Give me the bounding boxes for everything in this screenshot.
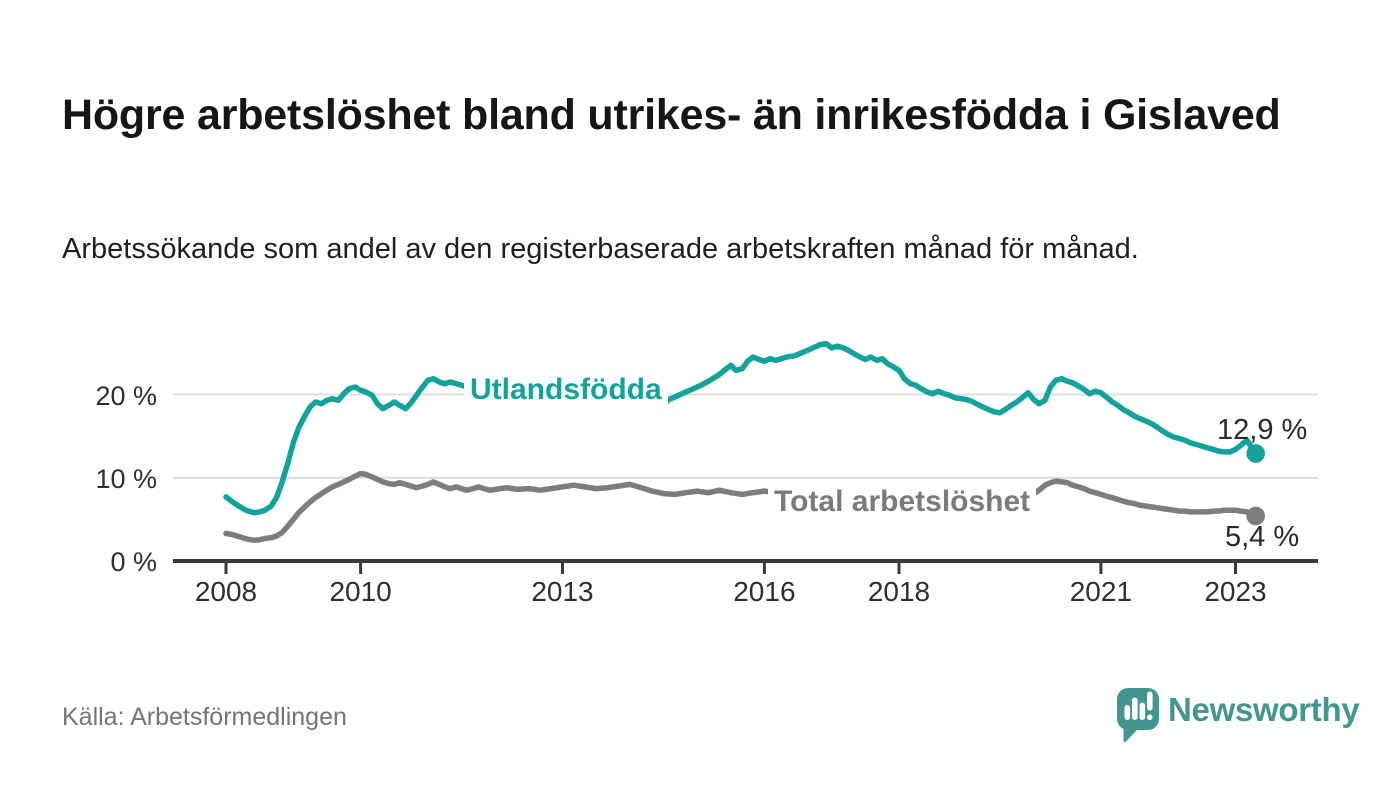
series-line-utlandsfodda [223,340,1259,516]
chart-title: Högre arbetslöshet bland utrikes- än inr… [62,90,1281,139]
y-tick-label: 0 % [110,547,157,577]
series-label-utlandsfodda: Utlandsfödda [464,372,668,408]
x-tick-label: 2018 [867,576,931,607]
chart-subtitle: Arbetssökande som andel av den registerb… [62,233,1139,265]
value-label-total: 5,4 % [1225,521,1300,553]
series-end-dot-utlandsfodda [1246,444,1265,463]
y-tick-label: 10 % [95,463,157,494]
x-tick-label: 2010 [329,576,392,607]
series-end-dot-total [1246,506,1265,526]
speech-bubble-bar-chart-icon [1117,688,1159,743]
x-tick-label: 2016 [733,576,796,607]
newsworthy-wordmark: Newsworthy [1168,691,1360,728]
x-tick-label: 2023 [1204,576,1267,607]
series-line-total [223,470,1259,543]
series-label-total: Total arbetslöshet [768,484,1037,520]
x-tick-label: 2013 [531,576,594,607]
newsworthy-logo [1115,686,1161,746]
value-label-utlandsfodda: 12,9 % [1217,414,1308,446]
x-tick-label: 2008 [194,576,258,607]
source-note: Källa: Arbetsförmedlingen [62,703,347,731]
y-tick-label: 20 % [95,380,157,411]
x-tick-label: 2021 [1069,576,1133,607]
